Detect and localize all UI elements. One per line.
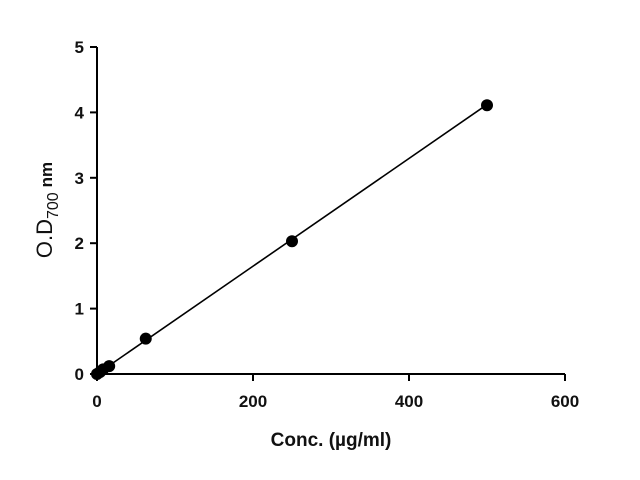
data-point — [286, 235, 298, 248]
y-axis-label-unit: nm — [37, 162, 56, 188]
y-axis-label: O.D700 nm — [32, 162, 62, 258]
y-tick-label: 3 — [75, 169, 84, 188]
data-points — [91, 99, 493, 380]
data-point — [103, 360, 116, 373]
y-axis-label-main: O.D — [32, 219, 57, 258]
y-tick-label: 2 — [75, 234, 84, 253]
y-tick-label: 4 — [75, 103, 85, 122]
y-tick-label: 5 — [75, 38, 84, 57]
x-tick-label: 600 — [551, 392, 579, 411]
data-point — [139, 332, 152, 345]
data-point — [481, 99, 493, 112]
x-tick-label: 400 — [395, 392, 423, 411]
axes — [96, 47, 565, 375]
x-tick-label: 200 — [239, 392, 267, 411]
x-ticks: 0 200 400 600 — [92, 374, 579, 411]
y-ticks: 0 1 2 3 4 5 — [75, 38, 97, 384]
y-tick-label: 1 — [75, 300, 84, 319]
y-axis-label-subscript: 700 — [45, 192, 62, 219]
y-tick-label: 0 — [75, 365, 84, 384]
x-axis-label: Conc. (µg/ml) — [271, 430, 392, 451]
x-tick-label: 0 — [92, 392, 101, 411]
